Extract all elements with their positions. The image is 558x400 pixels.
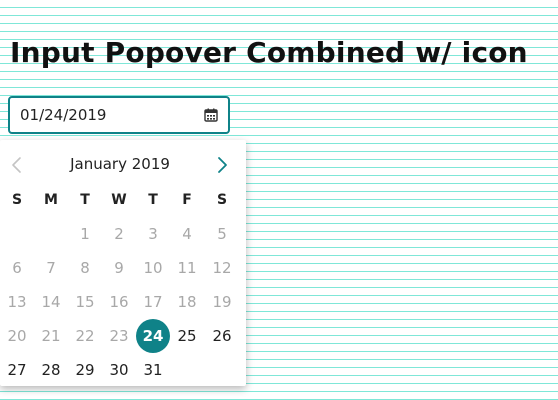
weekday-label: F bbox=[182, 192, 192, 208]
calendar-day[interactable]: 11 bbox=[177, 259, 197, 277]
calendar-day[interactable]: 15 bbox=[75, 293, 95, 311]
calendar-day[interactable]: 23 bbox=[109, 327, 129, 345]
calendar-day[interactable]: 5 bbox=[217, 225, 227, 243]
calendar-day[interactable]: 19 bbox=[212, 293, 232, 311]
chevron-left-icon[interactable] bbox=[7, 154, 27, 176]
weekday-label: T bbox=[148, 192, 158, 208]
calendar-day[interactable]: 2 bbox=[114, 225, 124, 243]
calendar-day[interactable]: 13 bbox=[7, 293, 27, 311]
calendar-day[interactable]: 6 bbox=[12, 259, 22, 277]
calendar-day[interactable]: 12 bbox=[212, 259, 232, 277]
weekday-label: S bbox=[11, 192, 23, 208]
calendar-day[interactable]: 18 bbox=[177, 293, 197, 311]
weekday-label: M bbox=[44, 192, 58, 208]
calendar-day[interactable]: 27 bbox=[7, 361, 27, 379]
calendar-day[interactable]: 26 bbox=[212, 327, 232, 345]
day-grid: 1 2 3 4 5 6 7 8 9 10 11 12 13 14 15 16 17 18 19 20 21 22 23 24 2… bbox=[0, 140, 246, 386]
chevron-right-icon[interactable] bbox=[212, 154, 232, 176]
calendar-day[interactable]: 30 bbox=[109, 361, 129, 379]
calendar-icon[interactable] bbox=[204, 108, 218, 122]
weekday-label: W bbox=[111, 192, 127, 208]
date-input-field[interactable] bbox=[8, 96, 230, 134]
calendar-day[interactable]: 22 bbox=[75, 327, 95, 345]
month-header: January 2019 bbox=[0, 140, 246, 190]
page-title: Input Popover Combined w/ icon bbox=[10, 36, 528, 69]
calendar-day[interactable]: 4 bbox=[182, 225, 192, 243]
weekday-label: T bbox=[80, 192, 90, 208]
weekday-label: S bbox=[216, 192, 228, 208]
calendar-day[interactable]: 1 bbox=[80, 225, 90, 243]
calendar-day[interactable]: 28 bbox=[41, 361, 61, 379]
calendar-day[interactable]: 8 bbox=[80, 259, 90, 277]
calendar-day[interactable]: 14 bbox=[41, 293, 61, 311]
date-input[interactable] bbox=[10, 98, 200, 132]
calendar-day[interactable]: 3 bbox=[148, 225, 158, 243]
calendar-day[interactable]: 16 bbox=[109, 293, 129, 311]
calendar-day[interactable]: 31 bbox=[143, 361, 163, 379]
calendar-day[interactable]: 10 bbox=[143, 259, 163, 277]
calendar-day[interactable]: 29 bbox=[75, 361, 95, 379]
calendar-day[interactable]: 25 bbox=[177, 327, 197, 345]
calendar-day[interactable]: 7 bbox=[46, 259, 56, 277]
calendar-day[interactable]: 21 bbox=[41, 327, 61, 345]
calendar-day[interactable]: 17 bbox=[143, 293, 163, 311]
calendar-day-selected[interactable]: 24 bbox=[136, 319, 170, 353]
month-label: January 2019 bbox=[70, 155, 170, 173]
calendar-day[interactable]: 20 bbox=[7, 327, 27, 345]
calendar-day[interactable]: 9 bbox=[114, 259, 124, 277]
